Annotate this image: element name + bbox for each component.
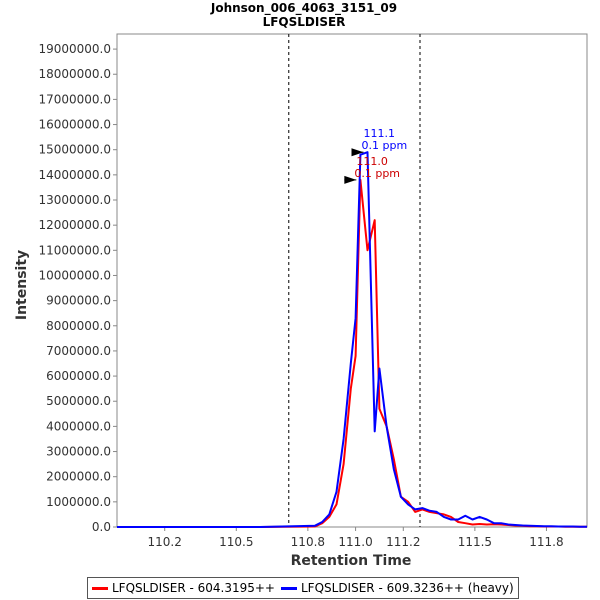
y-tick-label: 0.0 <box>92 520 111 534</box>
y-tick-label: 9000000.0 <box>46 294 111 308</box>
y-tick-label: 18000000.0 <box>38 67 111 81</box>
legend-label-heavy: LFQSLDISER - 609.3236++ (heavy) <box>300 581 514 595</box>
plot-area <box>116 33 588 528</box>
legend-swatch-heavy <box>280 586 297 590</box>
chart-svg: Johnson_006_4063_3151_09 LFQSLDISER 0.0 1… <box>14 1 588 569</box>
x-axis-label: Retention Time <box>291 553 412 569</box>
y-tick-label: 4000000.0 <box>46 419 111 433</box>
y-tick-label: 7000000.0 <box>46 344 111 358</box>
legend-item-heavy: LFQSLDISER - 609.3236++ (heavy) <box>280 581 514 595</box>
chart-title: Johnson_006_4063_3151_09 <box>210 1 397 16</box>
legend: LFQSLDISER - 604.3195++ LFQSLDISER - 609… <box>87 577 519 599</box>
annotation-ppm: 0.1 ppm <box>362 139 408 152</box>
x-axis: 110.2 110.5 110.8 111.0 111.2 111.5 111.8 <box>148 527 564 549</box>
y-tick-label: 11000000.0 <box>38 243 111 257</box>
annotation-rt: 111.1 <box>364 127 396 140</box>
y-tick-label: 5000000.0 <box>46 394 111 408</box>
x-tick-label: 111.2 <box>386 535 420 549</box>
x-tick-label: 110.8 <box>291 535 325 549</box>
marker-lines <box>288 34 421 527</box>
y-tick-label: 12000000.0 <box>38 218 111 232</box>
y-tick-label: 3000000.0 <box>46 445 111 459</box>
x-tick-label: 110.5 <box>219 535 253 549</box>
x-tick-label: 111.0 <box>338 535 372 549</box>
y-tick-label: 10000000.0 <box>38 268 111 282</box>
legend-item-light: LFQSLDISER - 604.3195++ <box>92 581 275 595</box>
x-tick-label: 110.2 <box>148 535 182 549</box>
x-tick-label: 111.5 <box>458 535 492 549</box>
chart-subtitle: LFQSLDISER <box>263 15 346 29</box>
y-tick-label: 19000000.0 <box>38 42 111 56</box>
y-axis: 0.0 1000000.0 2000000.0 3000000.0 4000000.0 5… <box>38 42 117 534</box>
series-layer <box>117 151 587 528</box>
y-tick-label: 6000000.0 <box>46 369 111 383</box>
annotation-rt: 111.0 <box>356 155 388 168</box>
y-tick-label: 17000000.0 <box>38 92 111 106</box>
y-tick-label: 13000000.0 <box>38 193 111 207</box>
x-tick-label: 111.8 <box>529 535 563 549</box>
y-axis-label: Intensity <box>14 250 30 320</box>
y-tick-label: 8000000.0 <box>46 319 111 333</box>
annotation-ppm: 0.1 ppm <box>354 167 400 180</box>
y-tick-label: 14000000.0 <box>38 168 111 182</box>
y-tick-label: 1000000.0 <box>46 495 111 509</box>
y-tick-label: 2000000.0 <box>46 470 111 484</box>
legend-label-light: LFQSLDISER - 604.3195++ <box>112 581 275 595</box>
legend-swatch-light <box>92 586 108 590</box>
series-line-1 <box>117 151 587 528</box>
y-tick-label: 15000000.0 <box>38 143 111 157</box>
y-tick-label: 16000000.0 <box>38 118 111 132</box>
